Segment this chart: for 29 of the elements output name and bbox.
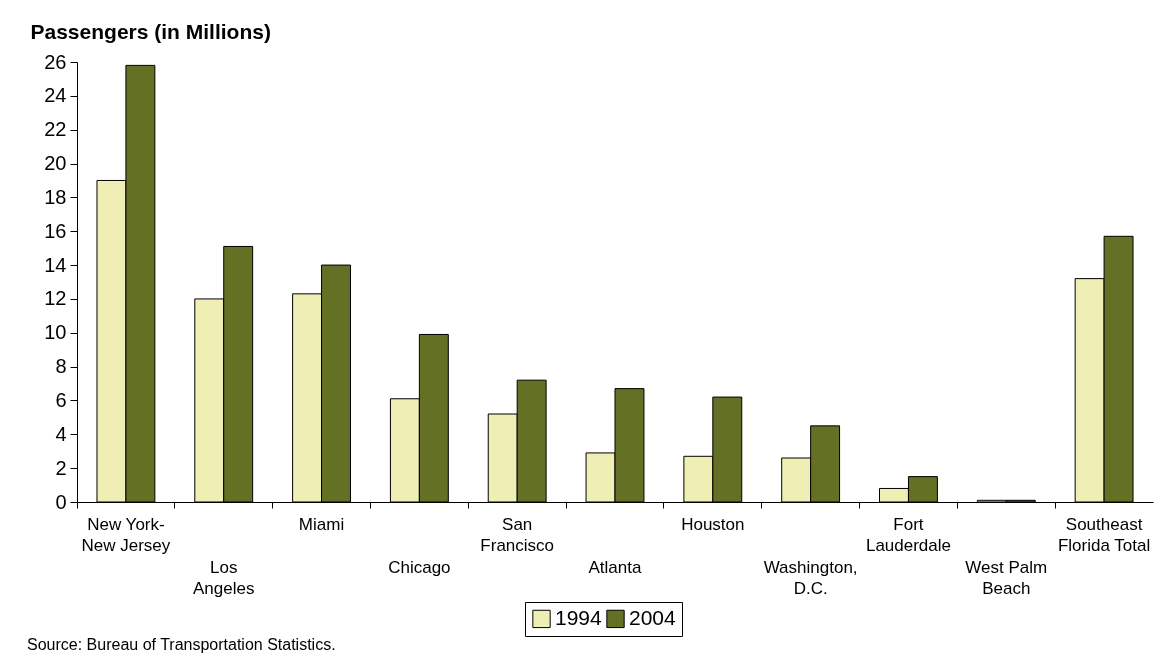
y-tick-label: 24 [44, 84, 67, 107]
legend-label: 2004 [629, 605, 677, 629]
y-tick-label: 0 [55, 490, 67, 513]
y-tick-label: 8 [55, 355, 67, 378]
x-tick-label: Chicago [388, 558, 451, 577]
x-tick-label: Washington, D.C. [763, 558, 858, 598]
y-tick-label: 10 [44, 321, 67, 344]
x-tick-label: West Palm Beach [965, 558, 1048, 598]
y-tick-label: 20 [44, 152, 67, 175]
x-tick-label: Atlanta [588, 558, 642, 577]
y-tick-label: 12 [44, 287, 67, 310]
legend-label: 1994 [555, 605, 603, 629]
x-tick-label: Miami [298, 515, 345, 534]
x-tick-label: Los Angeles [193, 558, 255, 598]
y-tick-label: 18 [44, 185, 67, 208]
x-tick-label: San Francisco [480, 515, 555, 555]
x-tick-label: New York- New Jersey [81, 515, 171, 555]
x-tick-label: Houston [681, 515, 745, 534]
y-tick-label: 14 [44, 253, 67, 276]
x-tick-label: Southeast Florida Total [1057, 515, 1151, 555]
y-tick-label: 26 [44, 50, 67, 73]
y-tick-label: 2 [55, 456, 67, 479]
y-tick-label: 22 [44, 118, 67, 141]
y-tick-label: 6 [55, 388, 67, 411]
y-tick-label: 16 [44, 219, 67, 242]
x-tick-label: Fort Lauderdale [865, 515, 951, 555]
y-axis-title: Passengers (in Millions) [30, 19, 271, 43]
y-tick-label: 4 [55, 422, 67, 445]
source-note: Source: Bureau of Transportation Statistics. [27, 636, 336, 653]
